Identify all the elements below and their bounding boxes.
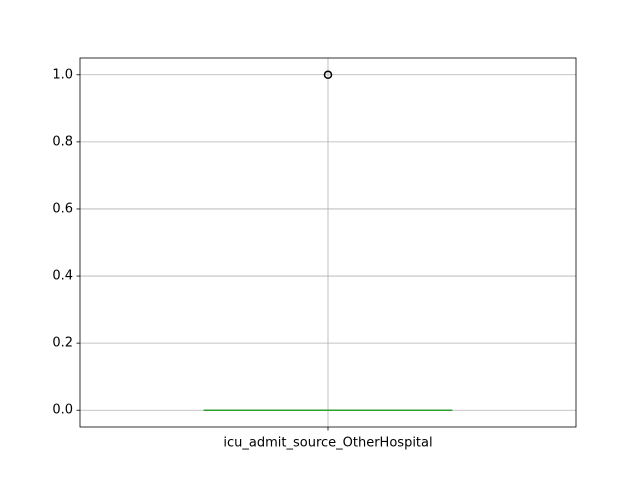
plot-layer bbox=[203, 70, 453, 411]
y-tick-label: 1.0 bbox=[52, 67, 73, 82]
x-tick-label: icu_admit_source_OtherHospital bbox=[223, 436, 432, 451]
y-tick-label: 0.4 bbox=[52, 269, 73, 284]
y-tick-label: 0.0 bbox=[52, 403, 73, 418]
grid-layer bbox=[80, 58, 576, 427]
y-tick-label: 0.6 bbox=[52, 201, 73, 216]
x-axis: icu_admit_source_OtherHospital bbox=[223, 427, 433, 451]
y-axis: 0.0 0.2 0.4 0.6 0.8 1.0 bbox=[52, 67, 80, 418]
outlier-point bbox=[323, 70, 333, 80]
y-tick-label: 0.2 bbox=[52, 336, 73, 351]
y-tick-label: 0.8 bbox=[52, 134, 73, 149]
